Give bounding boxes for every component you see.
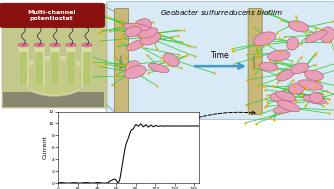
Ellipse shape [127,40,145,51]
Ellipse shape [123,23,150,31]
Ellipse shape [34,43,45,47]
Y-axis label: Current: Current [42,136,47,159]
Ellipse shape [305,30,327,43]
Bar [81,45,92,87]
Ellipse shape [148,64,169,73]
Ellipse shape [277,69,295,81]
Ellipse shape [289,21,308,32]
Ellipse shape [18,43,29,47]
Bar [3,92,104,107]
Ellipse shape [287,37,299,50]
Ellipse shape [303,95,326,104]
FancyBboxPatch shape [0,3,105,27]
Text: Graphite: Graphite [253,54,257,69]
Ellipse shape [125,26,141,37]
Bar [51,52,59,86]
Ellipse shape [289,83,304,94]
Ellipse shape [254,32,276,46]
Ellipse shape [291,63,309,74]
Ellipse shape [305,70,323,80]
Ellipse shape [81,43,92,47]
FancyBboxPatch shape [2,4,107,108]
Ellipse shape [270,92,289,102]
Bar [67,52,75,86]
Ellipse shape [268,50,290,61]
Ellipse shape [310,93,323,103]
Text: Graphite: Graphite [120,54,124,69]
Ellipse shape [320,27,334,43]
Ellipse shape [276,91,296,101]
Ellipse shape [163,53,179,66]
FancyBboxPatch shape [115,9,129,114]
Bar [34,45,45,87]
Ellipse shape [125,61,140,73]
Bar [19,52,27,86]
Ellipse shape [125,66,146,78]
Bar [3,6,106,107]
Ellipse shape [273,105,296,113]
Text: $\it{Geobacter\ sulfurreducens}$ $\it{biofilm}$: $\it{Geobacter\ sulfurreducens}$ $\it{bi… [160,7,283,17]
Ellipse shape [140,32,161,45]
Ellipse shape [259,62,278,71]
Bar [35,52,43,86]
FancyBboxPatch shape [106,2,334,119]
Bar [50,45,60,87]
Ellipse shape [137,27,158,38]
Ellipse shape [66,43,76,47]
Ellipse shape [50,43,60,47]
Ellipse shape [18,55,91,96]
Text: Time: Time [211,50,230,60]
Ellipse shape [21,60,88,94]
FancyBboxPatch shape [248,9,262,114]
Ellipse shape [277,100,300,112]
Bar [65,45,76,87]
Ellipse shape [298,80,323,90]
Ellipse shape [133,19,152,34]
Bar [83,52,91,86]
Text: Multi-channel
potentiostat: Multi-channel potentiostat [27,9,76,21]
Bar [18,45,29,87]
